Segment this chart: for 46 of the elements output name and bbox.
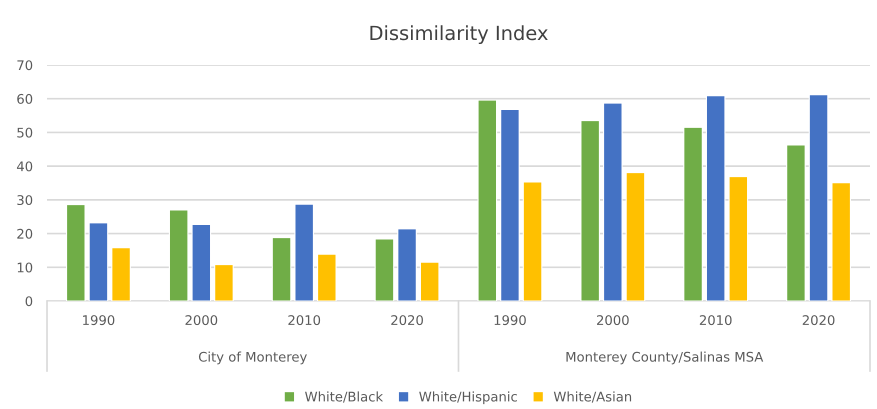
bar: [603, 102, 623, 301]
legend-label: White/Hispanic: [419, 391, 517, 404]
y-tick-label: 70: [17, 60, 32, 70]
bar: [808, 94, 828, 301]
x-tick-label: 2010: [288, 315, 320, 326]
bar: [580, 120, 600, 301]
x-tick-label: 2000: [596, 315, 629, 326]
bar: [168, 209, 188, 301]
x-tick-label: 1990: [494, 315, 526, 326]
bar: [626, 172, 646, 301]
x-tick-label: 2010: [700, 315, 732, 326]
y-tick-label: 60: [17, 94, 32, 104]
bar: [66, 204, 86, 301]
bar: [831, 182, 852, 301]
bar: [88, 222, 108, 301]
y-tick-label: 10: [18, 262, 32, 272]
text: City of Monterey: [198, 352, 307, 364]
x-tick-label: 1990: [83, 315, 114, 326]
bar: [420, 262, 440, 301]
bar: [192, 224, 212, 301]
bar: [706, 95, 726, 301]
bar: [294, 204, 314, 301]
y-tick-label: 40: [16, 161, 32, 172]
y-tick-label: 20: [17, 228, 32, 239]
y-tick-label: 0: [26, 296, 32, 306]
y-tick-label: 30: [17, 195, 32, 206]
bar: [272, 237, 292, 301]
bar: [500, 108, 520, 301]
x-tick-label: 2000: [185, 315, 218, 326]
bar: [522, 181, 542, 301]
bar: [786, 144, 806, 301]
bar: [317, 254, 337, 301]
chart-title: Dissimilarity Index: [370, 25, 548, 44]
bar: [214, 264, 234, 301]
bar: [111, 247, 131, 301]
x-tick-label: 2020: [391, 315, 423, 326]
text: Monterey County/Salinas MSA: [566, 352, 764, 364]
legend-label: White/Asian: [554, 391, 632, 403]
bar: [477, 100, 498, 301]
y-tick-label: 50: [17, 128, 32, 138]
bar: [397, 228, 417, 301]
bar: [374, 238, 394, 301]
bar: [728, 176, 748, 301]
x-tick-label: 2020: [802, 315, 834, 326]
legend-label: White/Black: [305, 391, 384, 403]
bar: [683, 126, 703, 301]
